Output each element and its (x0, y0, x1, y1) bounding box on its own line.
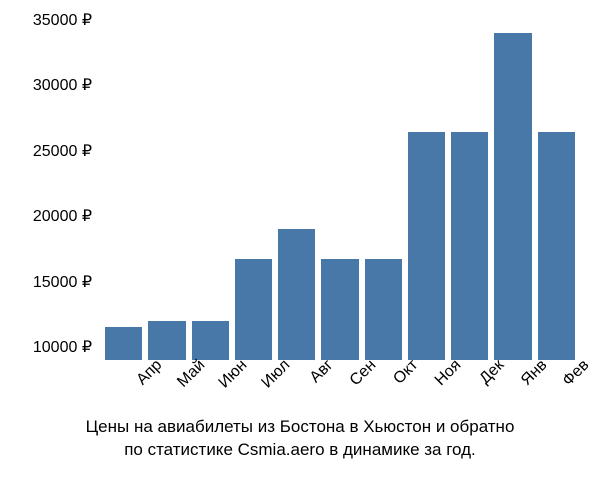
y-axis: 10000 ₽15000 ₽20000 ₽25000 ₽30000 ₽35000… (20, 20, 100, 360)
caption-line-1: Цены на авиабилеты из Бостона в Хьюстон … (86, 417, 515, 436)
bars-group (105, 20, 575, 360)
bar (365, 259, 402, 360)
y-tick-label: 35000 ₽ (33, 10, 92, 30)
y-tick-label: 30000 ₽ (33, 75, 92, 95)
bar (278, 229, 315, 360)
y-tick-label: 25000 ₽ (33, 141, 92, 161)
bar (538, 132, 575, 360)
y-tick-label: 10000 ₽ (33, 337, 92, 357)
chart-caption: Цены на авиабилеты из Бостона в Хьюстон … (20, 416, 580, 462)
bar (192, 321, 229, 360)
y-tick-label: 15000 ₽ (33, 272, 92, 292)
caption-line-2: по статистике Csmia.aero в динамике за г… (124, 440, 476, 459)
bar (494, 33, 531, 360)
bar (105, 327, 142, 360)
bar (451, 132, 488, 360)
y-tick-label: 20000 ₽ (33, 206, 92, 226)
chart-container: 10000 ₽15000 ₽20000 ₽25000 ₽30000 ₽35000… (20, 20, 580, 480)
bar (148, 321, 185, 360)
bar (321, 259, 358, 360)
plot-area (105, 20, 575, 360)
bar (235, 259, 272, 360)
bar (408, 132, 445, 360)
